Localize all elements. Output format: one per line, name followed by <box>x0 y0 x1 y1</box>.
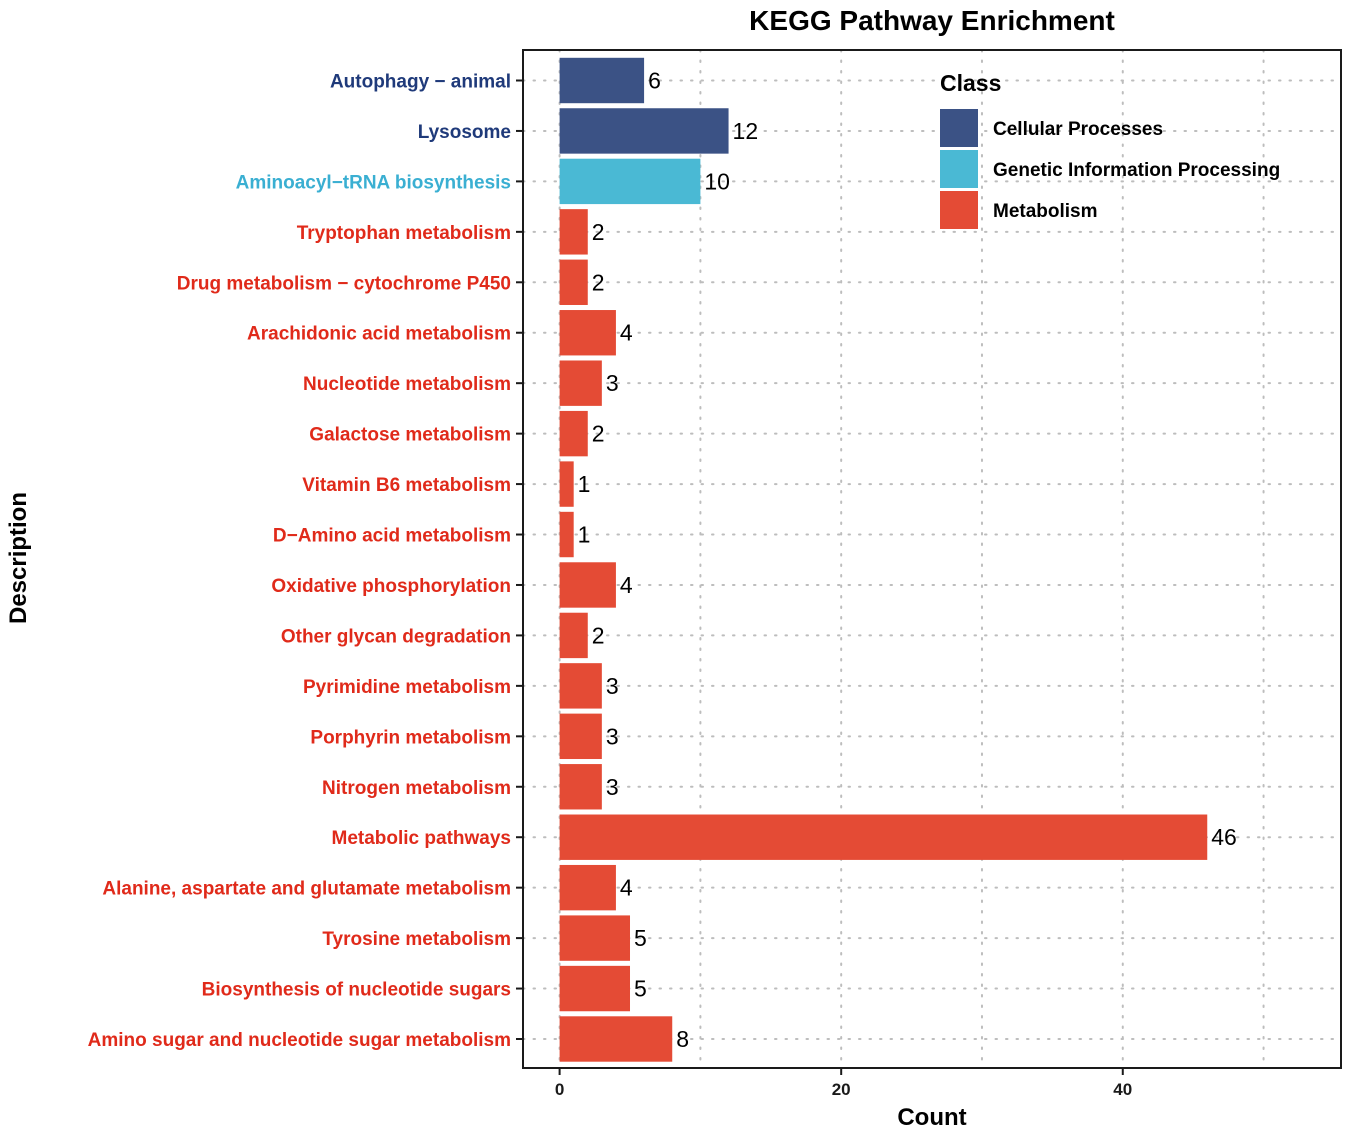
bar <box>559 713 602 760</box>
bar <box>559 814 1208 860</box>
bar-value-label: 8 <box>676 1026 689 1052</box>
y-tick-label: Amino sugar and nucleotide sugar metabol… <box>88 1030 511 1051</box>
bar-value-label: 2 <box>592 269 605 295</box>
y-tick-label: Oxidative phosphorylation <box>271 576 511 597</box>
legend-swatch <box>940 191 978 229</box>
x-tick-label: 40 <box>1113 1080 1132 1099</box>
bar <box>559 360 602 406</box>
bar <box>559 209 588 255</box>
legend: Class Cellular Processes Genetic Informat… <box>940 70 1280 229</box>
y-tick-label: Nucleotide metabolism <box>303 374 511 395</box>
y-tick-label: Biosynthesis of nucleotide sugars <box>202 980 511 1001</box>
y-tick-label: Aminoacyl−tRNA biosynthesis <box>236 172 511 193</box>
bar-value-label: 10 <box>704 168 730 194</box>
bar <box>559 108 729 154</box>
bar-value-label: 6 <box>648 68 661 94</box>
x-axis-ticks: 0 20 40 <box>555 1068 1132 1099</box>
bar-value-label: 12 <box>733 118 759 144</box>
bar <box>559 511 574 558</box>
bar-value-label: 3 <box>606 673 619 699</box>
y-tick-label: Metabolic pathways <box>332 828 512 849</box>
bar <box>559 915 631 961</box>
legend-label: Metabolism <box>993 201 1098 222</box>
y-tick-label: Porphyrin metabolism <box>310 727 511 748</box>
bar <box>559 864 616 911</box>
bar <box>559 57 645 104</box>
y-tick-label: Drug metabolism − cytochrome P450 <box>177 273 511 294</box>
bar-value-label: 1 <box>578 522 591 548</box>
bar <box>559 663 602 709</box>
bar-value-label: 3 <box>606 370 619 396</box>
y-tick-label: Other glycan degradation <box>281 626 511 647</box>
y-tick-label: D−Amino acid metabolism <box>273 526 511 547</box>
bar-value-label: 3 <box>606 723 619 749</box>
bar <box>559 410 588 457</box>
y-tick-label: Pyrimidine metabolism <box>303 677 511 698</box>
y-tick-label: Galactose metabolism <box>309 425 511 446</box>
bar-value-label: 2 <box>592 421 605 447</box>
legend-label: Genetic Information Processing <box>993 160 1280 181</box>
y-tick-label: Alanine, aspartate and glutamate metabol… <box>102 879 511 900</box>
bar <box>559 562 616 608</box>
bar-value-label: 1 <box>578 471 591 497</box>
x-tick-label: 20 <box>832 1080 851 1099</box>
y-tick-label: Nitrogen metabolism <box>322 778 511 799</box>
bar <box>559 310 616 356</box>
y-axis-ticks: Autophagy − animal Lysosome Aminoacyl−tRNA… <box>88 72 523 1051</box>
bar <box>559 259 588 305</box>
bar-value-label: 4 <box>620 572 633 598</box>
y-tick-label: Autophagy − animal <box>330 72 511 93</box>
legend-swatch <box>940 109 978 147</box>
x-tick-label: 0 <box>555 1080 564 1099</box>
y-tick-label: Tryptophan metabolism <box>297 223 511 244</box>
bar-value-label: 2 <box>592 219 605 245</box>
y-tick-label: Vitamin B6 metabolism <box>302 475 511 496</box>
chart-title: KEGG Pathway Enrichment <box>749 5 1115 36</box>
x-axis-title: Count <box>897 1104 966 1131</box>
y-tick-label: Lysosome <box>418 122 511 143</box>
legend-swatch <box>940 150 978 188</box>
bar <box>559 461 574 507</box>
bar-value-label: 4 <box>620 875 633 901</box>
bar-value-label: 3 <box>606 774 619 800</box>
plot-panel-border <box>522 49 1342 1069</box>
bar <box>559 764 602 810</box>
y-tick-label: Arachidonic acid metabolism <box>247 324 511 345</box>
bar <box>559 158 701 205</box>
y-axis-title: Description <box>5 492 32 624</box>
bar <box>559 1016 673 1062</box>
bar-value-label: 4 <box>620 320 633 346</box>
y-tick-label: Tyrosine metabolism <box>322 929 511 950</box>
legend-title: Class <box>940 70 1001 96</box>
bar-value-label: 5 <box>634 976 647 1002</box>
bars <box>559 57 1208 1062</box>
bar <box>559 612 588 659</box>
bar-value-label: 2 <box>592 622 605 648</box>
bar <box>559 965 631 1012</box>
bar-value-label: 46 <box>1211 824 1237 850</box>
bar-value-label: 5 <box>634 925 647 951</box>
legend-label: Cellular Processes <box>993 119 1163 140</box>
